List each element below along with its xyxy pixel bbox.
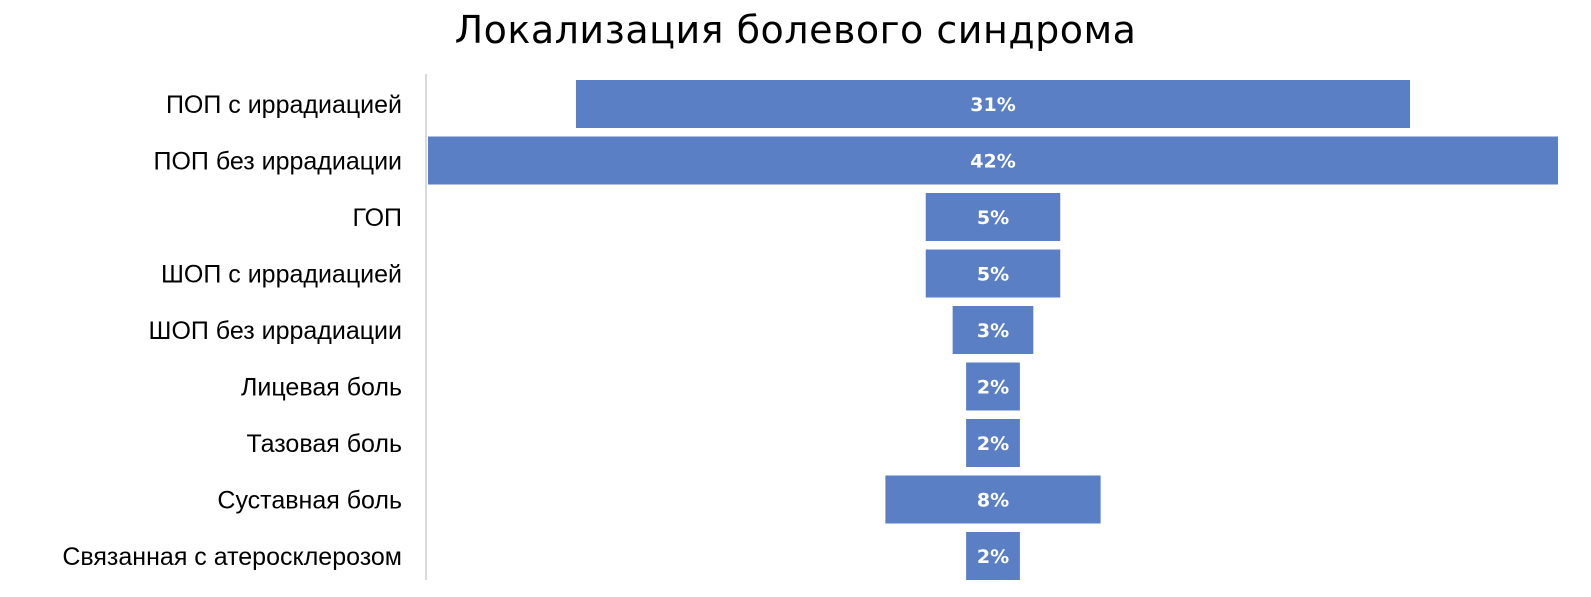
chart-title: Локализация болевого синдрома xyxy=(454,8,1137,52)
data-label-7: 8% xyxy=(977,490,1009,512)
bars xyxy=(428,80,1558,580)
data-label-3: 5% xyxy=(977,264,1009,286)
data-label-2: 5% xyxy=(977,207,1009,229)
data-label-6: 2% xyxy=(977,433,1009,455)
category-label-2: ГОП xyxy=(352,204,402,232)
category-label-3: ШОП с иррадиацией xyxy=(161,261,402,289)
category-label-5: Лицевая боль xyxy=(241,374,402,402)
data-label-0: 31% xyxy=(970,94,1015,116)
data-label-1: 42% xyxy=(970,151,1015,173)
category-labels: ПОП с иррадиацией ПОП без иррадиации ГОП ШО… xyxy=(62,91,402,571)
category-label-0: ПОП с иррадиацией xyxy=(166,91,402,119)
bar-1 xyxy=(428,136,1558,185)
category-label-1: ПОП без иррадиации xyxy=(153,148,402,176)
data-label-5: 2% xyxy=(977,377,1009,399)
bar-5 xyxy=(966,362,1020,411)
bar-6 xyxy=(966,419,1020,467)
category-label-6: Тазовая боль xyxy=(246,430,402,458)
data-label-8: 2% xyxy=(977,546,1009,568)
category-label-4: ШОП без иррадиации xyxy=(149,317,402,345)
bar-3 xyxy=(925,249,1061,298)
category-label-8: Связанная с атеросклерозом xyxy=(62,543,402,571)
bar-7 xyxy=(885,475,1101,524)
bar-4 xyxy=(952,306,1034,354)
bar-0 xyxy=(575,80,1411,128)
data-labels: 31% 42% 5% 5% 3% 2% 2% 8% 2% xyxy=(970,94,1015,568)
category-label-7: Суставная боль xyxy=(217,487,402,515)
bar-2 xyxy=(925,193,1061,241)
data-label-4: 3% xyxy=(977,320,1009,342)
bar-8 xyxy=(966,532,1020,580)
